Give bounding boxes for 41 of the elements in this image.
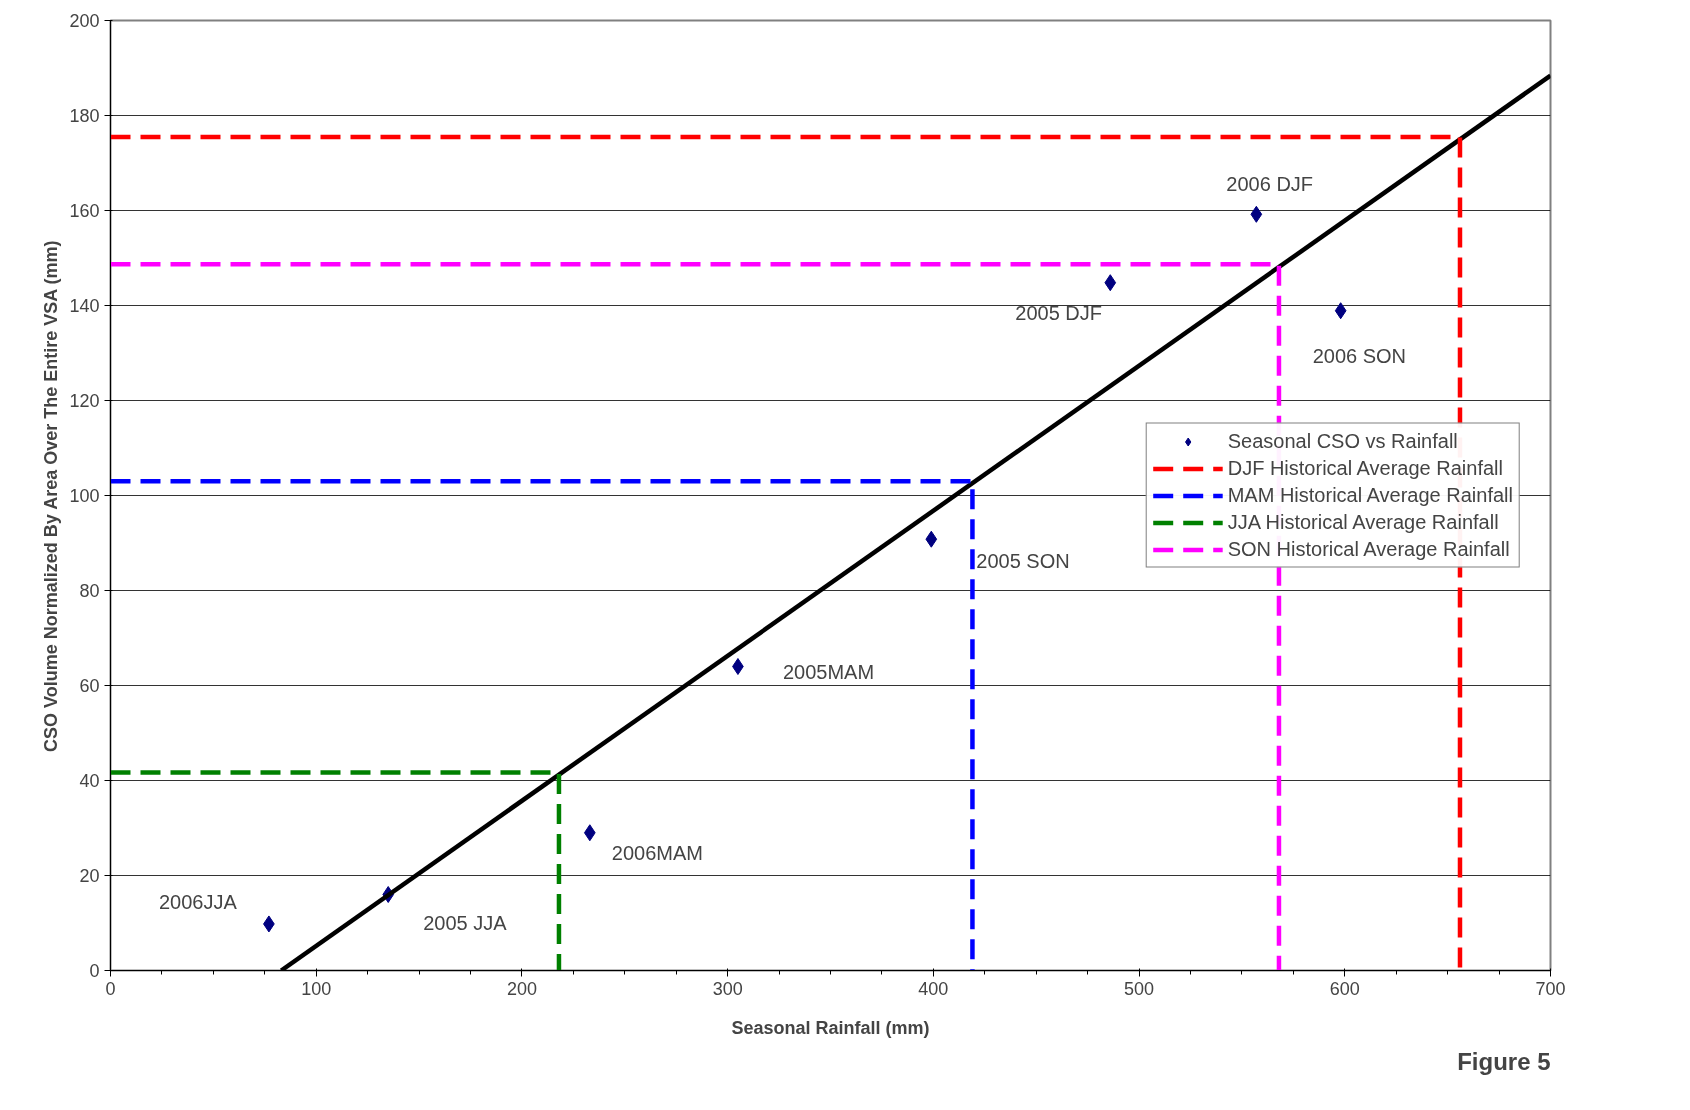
annotation: 2006MAM <box>611 841 703 864</box>
y-tick-label: 120 <box>69 391 100 411</box>
annotation: 2005MAM <box>782 660 875 683</box>
y-tick-label: 100 <box>69 486 100 506</box>
y-tick-label: 180 <box>69 106 100 126</box>
x-tick-label: 400 <box>918 978 949 999</box>
x-axis-title: Seasonal Rainfall (mm) <box>731 1017 930 1038</box>
point <box>732 658 744 675</box>
x-tick-label: 500 <box>1124 978 1155 999</box>
point <box>1104 274 1117 292</box>
x-tick-label: 100 <box>301 978 332 999</box>
x-tick-label: 700 <box>1535 978 1566 999</box>
caption: Figure 5 <box>1457 1047 1551 1075</box>
x-tick-label: 0 <box>105 978 116 999</box>
y-tick-label: 20 <box>79 866 100 886</box>
y-tick-label: 160 <box>69 201 100 221</box>
y-tick-label: 60 <box>79 676 100 696</box>
x-tick-label: 600 <box>1329 978 1360 999</box>
y-tick-label: 0 <box>89 961 100 981</box>
point <box>925 530 938 548</box>
annotation: 2005 DJF <box>1015 301 1102 324</box>
point <box>583 824 596 842</box>
point <box>1250 205 1263 223</box>
legend-label: MAM Historical Average Rainfall <box>1227 483 1513 507</box>
y-tick-label: 200 <box>69 11 100 31</box>
annotation: 2006 SON <box>1312 344 1407 367</box>
y-axis-title: CSO Volume Normalized By Area Over The Entire VSA (mm) <box>41 240 62 752</box>
annotation: 2005 SON <box>976 550 1070 573</box>
legend-label: SON Historical Average Rainfall <box>1227 537 1510 561</box>
x-tick-label: 300 <box>712 978 743 999</box>
annotation: 2005 JJA <box>423 911 508 934</box>
x-tick-label: 200 <box>506 978 537 999</box>
y-tick-label: 140 <box>69 296 100 316</box>
legend-label: Seasonal CSO vs Rainfall <box>1227 429 1458 453</box>
annotation: 2006JJA <box>158 890 238 913</box>
annotation: 2006 DJF <box>1226 173 1314 196</box>
y-tick-label: 40 <box>79 771 100 791</box>
point <box>1334 302 1347 320</box>
y-tick-label: 80 <box>79 581 100 601</box>
legend-label: JJA Historical Average Rainfall <box>1227 510 1499 534</box>
legend-label: DJF Historical Average Rainfall <box>1227 456 1503 480</box>
